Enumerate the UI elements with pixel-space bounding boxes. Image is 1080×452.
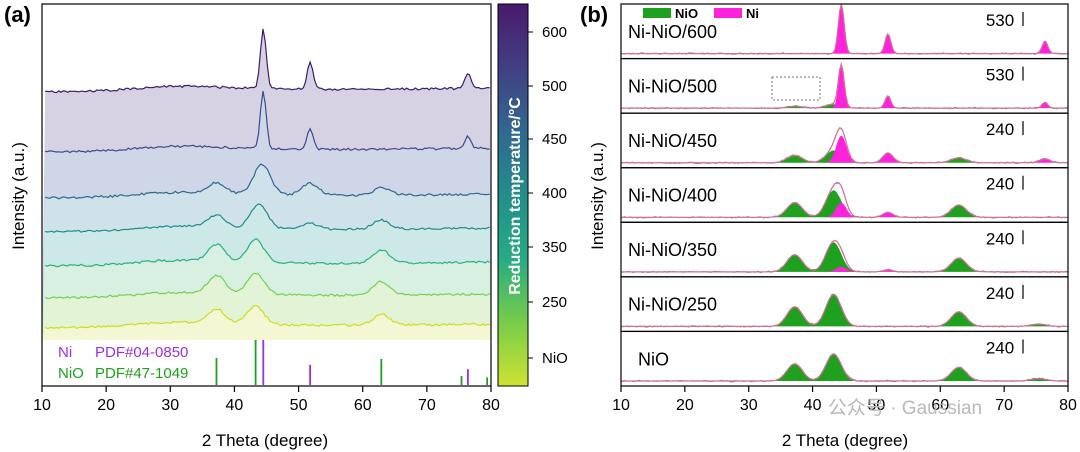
ni-fill-Ni-NiO/450 bbox=[621, 135, 1068, 163]
nio-fill-Ni-NiO/450 bbox=[621, 150, 1068, 163]
colorbar-fill bbox=[498, 4, 528, 386]
scale-label-NiO: 240 bbox=[986, 338, 1014, 357]
ref-nio-name: NiO bbox=[58, 365, 84, 382]
colorbar-tick-label-600: 600 bbox=[542, 24, 567, 41]
b-xtick-label-50: 50 bbox=[868, 397, 886, 414]
subpanel-label-Ni-NiO/400: Ni-NiO/400 bbox=[628, 186, 717, 206]
panel-b-x-axis: 10 20 30 40 50 60 70 80 bbox=[612, 386, 1077, 414]
trace-500 bbox=[45, 90, 490, 154]
scale-label-Ni-NiO/400: 240 bbox=[986, 175, 1014, 194]
trace-fill-NiO bbox=[42, 305, 491, 340]
scale-label-Ni-NiO/350: 240 bbox=[986, 229, 1014, 248]
colorbar: Reduction temperature/°C NiO 250 350 400 450… bbox=[497, 3, 568, 387]
panel-b-ylabel: Intensity (a.u.) bbox=[588, 142, 607, 250]
panel-a-label: (a) bbox=[4, 2, 31, 27]
colorbar-ticks: NiO 250 350 400 450 500 600 bbox=[528, 24, 568, 367]
subpanel-label-Ni-NiO/450: Ni-NiO/450 bbox=[628, 131, 717, 151]
trace-NiO bbox=[44, 305, 490, 330]
panel-a-xlabel: 2 Theta (degree) bbox=[202, 431, 328, 450]
trace-250 bbox=[44, 272, 490, 300]
legend-nio-label: NiO bbox=[675, 6, 698, 21]
a-xtick-label-40: 40 bbox=[226, 397, 244, 414]
scale-label-Ni-NiO/250: 240 bbox=[986, 284, 1014, 303]
fit-trace-Ni-NiO/600 bbox=[621, 4, 1068, 55]
b-xtick-label-60: 60 bbox=[931, 397, 949, 414]
trace-600 bbox=[45, 28, 490, 94]
nio-fill-NiO bbox=[621, 354, 1068, 381]
colorbar-tick-label-250: 250 bbox=[542, 294, 567, 311]
b-xtick-label-30: 30 bbox=[740, 397, 758, 414]
a-xtick-label-10: 10 bbox=[33, 397, 51, 414]
b-xtick-label-80: 80 bbox=[1059, 397, 1077, 414]
panel-b-label: (b) bbox=[580, 2, 608, 27]
fit-trace-Ni-NiO/400 bbox=[621, 181, 1068, 218]
panel-a-x-axis: 10 20 30 40 50 60 70 80 bbox=[33, 386, 500, 414]
nio-fill-Ni-NiO/350 bbox=[621, 242, 1068, 272]
subpanel-label-Ni-NiO/500: Ni-NiO/500 bbox=[628, 76, 717, 96]
subpanel-label-Ni-NiO/250: Ni-NiO/250 bbox=[628, 295, 717, 315]
panel-b: (b) Ni-NiO/600 530 Ni-NiO/500 530 Ni-NiO/450… bbox=[580, 2, 1077, 450]
subpanel-frame-NiO bbox=[620, 330, 1069, 387]
a-xtick-label-20: 20 bbox=[97, 397, 115, 414]
subpanel-label-Ni-NiO/350: Ni-NiO/350 bbox=[628, 240, 717, 260]
trace-400 bbox=[45, 203, 490, 233]
ref-nio-card: PDF#47-1049 bbox=[95, 365, 188, 382]
ref-ni-card: PDF#04-0850 bbox=[95, 344, 188, 361]
fit-trace-Ni-NiO/500 bbox=[621, 61, 1068, 109]
nio-fill-Ni-NiO/400 bbox=[621, 190, 1068, 218]
fit-trace-Ni-NiO/250 bbox=[621, 293, 1068, 327]
subpanel-label-Ni-NiO/600: Ni-NiO/600 bbox=[628, 22, 717, 42]
trace-350 bbox=[45, 237, 491, 268]
panel-a-reference-lines bbox=[215, 340, 489, 385]
trace-450 bbox=[45, 163, 490, 200]
a-xtick-label-70: 70 bbox=[418, 397, 436, 414]
ni-fill-Ni-NiO/350 bbox=[621, 267, 1068, 272]
colorbar-tick-label-NiO: NiO bbox=[542, 350, 568, 367]
panel-a-frame bbox=[41, 3, 492, 387]
b-xtick-label-70: 70 bbox=[995, 397, 1013, 414]
scale-label-Ni-NiO/450: 240 bbox=[986, 120, 1014, 139]
a-xtick-label-30: 30 bbox=[161, 397, 179, 414]
nio-fill-Ni-NiO/250 bbox=[621, 294, 1068, 327]
panel-b-stack: Ni-NiO/600 530 Ni-NiO/500 530 Ni-NiO/450 240 N… bbox=[620, 3, 1069, 387]
fit-trace-Ni-NiO/450 bbox=[621, 127, 1068, 164]
panel-b-legend: NiO Ni bbox=[643, 6, 759, 21]
colorbar-frame bbox=[497, 3, 529, 387]
panel-b-xlabel: 2 Theta (degree) bbox=[782, 431, 908, 450]
b-xtick-label-40: 40 bbox=[804, 397, 822, 414]
panel-a-traces bbox=[42, 28, 491, 340]
colorbar-bands bbox=[498, 4, 528, 386]
inset-zoom-box bbox=[771, 76, 821, 101]
fit-trace-NiO bbox=[621, 353, 1068, 382]
subpanel-label-NiO: NiO bbox=[638, 349, 669, 369]
a-xtick-label-60: 60 bbox=[354, 397, 372, 414]
ref-ni-name: Ni bbox=[58, 344, 72, 361]
a-xtick-label-50: 50 bbox=[290, 397, 308, 414]
colorbar-tick-label-450: 450 bbox=[542, 131, 567, 148]
colorbar-tick-label-400: 400 bbox=[542, 185, 567, 202]
scale-label-Ni-NiO/500: 530 bbox=[986, 66, 1014, 85]
scale-label-Ni-NiO/600: 530 bbox=[986, 11, 1014, 30]
colorbar-label: Reduction temperature/°C bbox=[507, 97, 524, 295]
a-xtick-label-80: 80 bbox=[482, 397, 500, 414]
panel-a-ylabel: Intensity (a.u.) bbox=[9, 142, 28, 250]
ni-fill-Ni-NiO/400 bbox=[621, 202, 1068, 218]
legend-ni-swatch bbox=[714, 8, 742, 18]
b-xtick-label-20: 20 bbox=[676, 397, 694, 414]
legend-ni-label: Ni bbox=[746, 6, 759, 21]
colorbar-tick-label-350: 350 bbox=[542, 239, 567, 256]
legend-nio-swatch bbox=[643, 8, 671, 18]
colorbar-tick-label-500: 500 bbox=[542, 78, 567, 95]
watermark: 公众号 · Gaussian bbox=[828, 397, 982, 419]
panel-a: (a) Ni PDF#04-0850 NiO PDF#47-1049 10 20 3… bbox=[4, 2, 500, 450]
fit-trace-Ni-NiO/350 bbox=[621, 239, 1068, 273]
b-xtick-label-10: 10 bbox=[612, 397, 630, 414]
